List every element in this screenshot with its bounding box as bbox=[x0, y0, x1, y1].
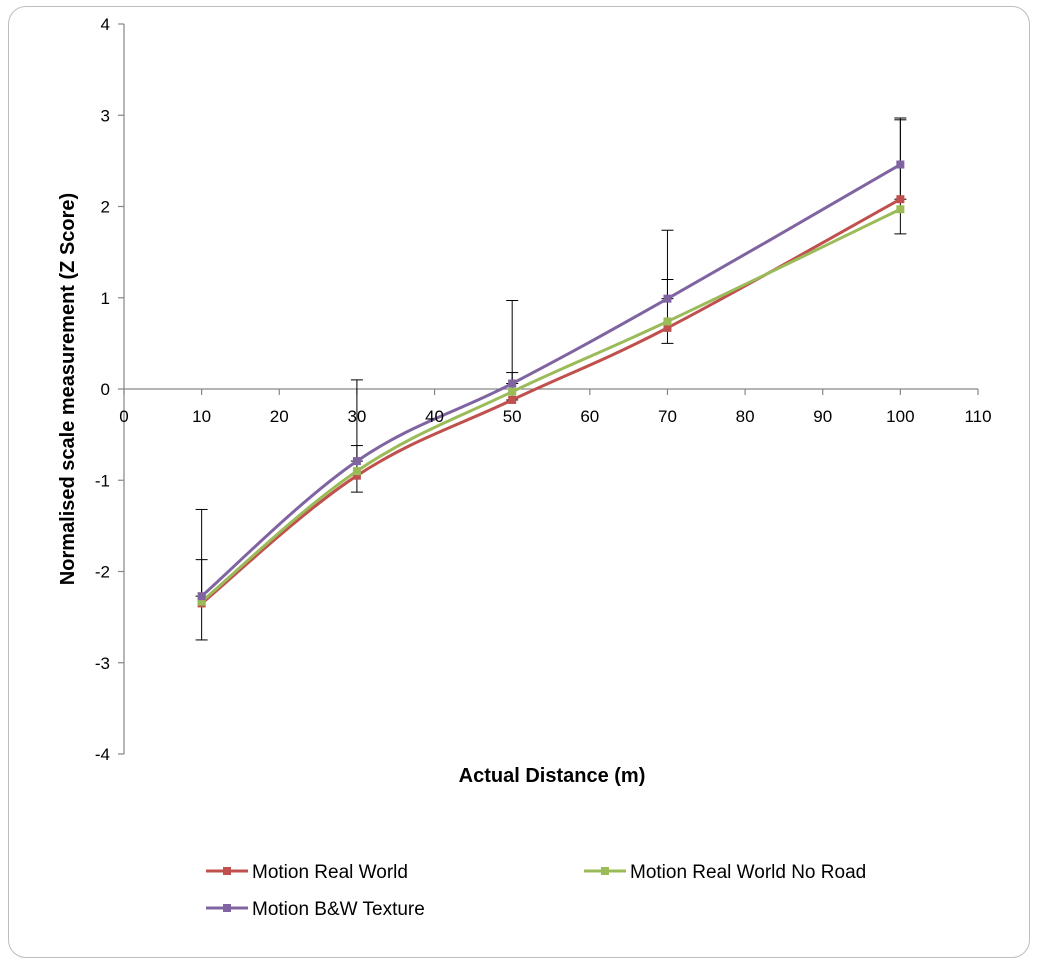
x-tick-label: 70 bbox=[658, 407, 677, 426]
y-tick-label: -3 bbox=[95, 654, 110, 673]
data-point-2 bbox=[896, 205, 905, 214]
data-point-3 bbox=[508, 379, 517, 388]
data-point-3 bbox=[663, 294, 672, 303]
data-point-2 bbox=[197, 597, 206, 606]
series-line-2 bbox=[200, 207, 902, 604]
x-tick-label: 40 bbox=[425, 407, 444, 426]
data-point-1 bbox=[352, 471, 361, 480]
y-tick-label: 0 bbox=[101, 380, 110, 399]
x-tick-label: 10 bbox=[192, 407, 211, 426]
axes bbox=[118, 23, 979, 755]
data-point-1 bbox=[896, 195, 905, 204]
data-point-3 bbox=[197, 592, 206, 601]
x-tick-label: 90 bbox=[813, 407, 832, 426]
y-tick-label: -1 bbox=[95, 471, 110, 490]
x-tick-label: 80 bbox=[736, 407, 755, 426]
x-axis-title: Actual Distance (m) bbox=[459, 765, 646, 787]
legend-label: Motion Real World No Road bbox=[630, 862, 866, 883]
series-lines bbox=[197, 160, 905, 608]
x-tick-label: 60 bbox=[580, 407, 599, 426]
legend: Motion Real World Motion Real World No Ro… bbox=[206, 862, 866, 920]
data-point-3 bbox=[896, 160, 905, 169]
legend-swatch-marker bbox=[601, 867, 609, 875]
x-tick-label: 30 bbox=[347, 407, 366, 426]
x-tick-label: 0 bbox=[119, 407, 128, 426]
y-tick-label: -2 bbox=[95, 563, 110, 582]
chart-frame bbox=[8, 6, 1030, 958]
legend-label: Motion B&W Texture bbox=[252, 899, 425, 920]
error-bars bbox=[195, 117, 907, 641]
y-axis-title: Normalised scale measurement (Z Score) bbox=[57, 193, 79, 585]
legend-swatch-marker bbox=[223, 867, 231, 875]
x-tick-label: 50 bbox=[503, 407, 522, 426]
data-point-2 bbox=[352, 467, 361, 476]
data-point-1 bbox=[663, 323, 672, 332]
y-tick-label: 2 bbox=[101, 198, 110, 217]
data-point-3 bbox=[352, 457, 361, 466]
y-tick-label: -4 bbox=[95, 745, 110, 764]
data-point-2 bbox=[508, 387, 517, 396]
series-line-3 bbox=[200, 163, 902, 598]
data-point-2 bbox=[663, 317, 672, 326]
y-tick-label: 4 bbox=[101, 15, 110, 34]
x-tick-label: 100 bbox=[886, 407, 914, 426]
y-tick-label: 1 bbox=[101, 289, 110, 308]
x-tick-label: 20 bbox=[270, 407, 289, 426]
legend-label: Motion Real World bbox=[252, 862, 408, 883]
data-point-1 bbox=[508, 395, 517, 404]
y-tick-label: 3 bbox=[101, 106, 110, 125]
x-tick-label: 110 bbox=[964, 407, 991, 426]
legend-swatch-marker bbox=[223, 904, 231, 912]
